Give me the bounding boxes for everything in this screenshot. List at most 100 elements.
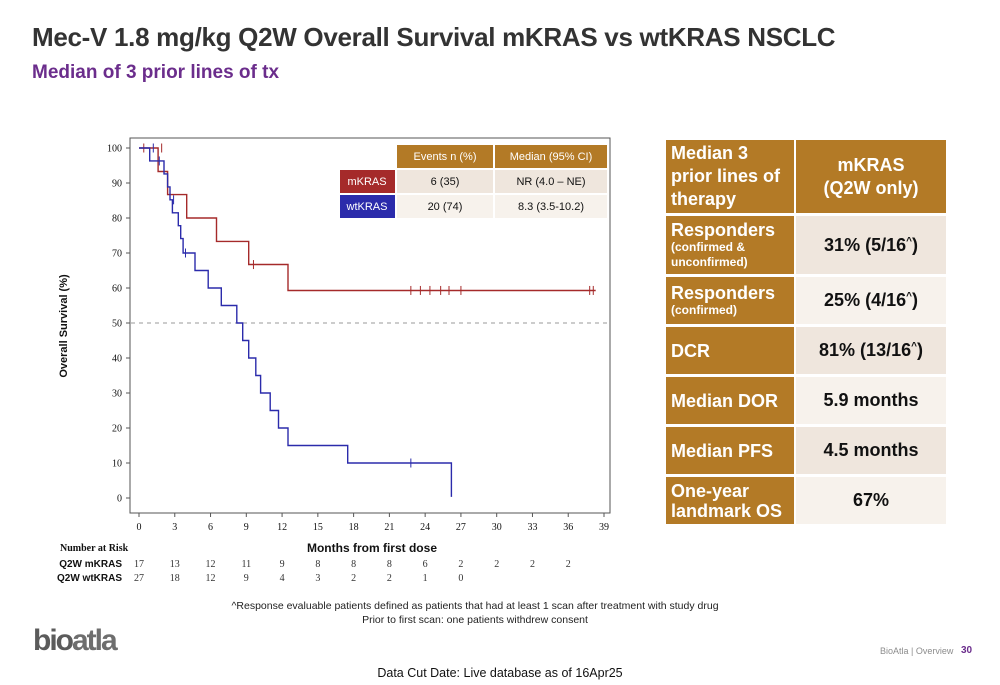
response-row-label: DCR — [666, 327, 794, 375]
risk-value: 11 — [241, 559, 251, 570]
risk-value: 2 — [566, 559, 571, 570]
risk-value: 4 — [280, 573, 285, 584]
response-row-value: 81% (13/16^) — [794, 327, 946, 375]
risk-value: 2 — [458, 559, 463, 570]
risk-value: 13 — [170, 559, 180, 570]
response-value-mark: ^ — [911, 341, 917, 352]
response-header-value: mKRAS (Q2W only) — [794, 140, 946, 214]
response-row-sublabel: (confirmed & unconfirmed) — [671, 240, 748, 269]
risk-value: 17 — [134, 559, 144, 570]
summary-header-events: Events n (%) — [414, 151, 477, 163]
response-row: Median DOR 5.9 months — [666, 377, 946, 425]
y-tick-label: 60 — [112, 284, 122, 295]
summary-group-mkras-cell — [340, 170, 395, 193]
y-tick-label: 40 — [112, 354, 122, 365]
summary-events-mkras: 6 (35) — [431, 176, 460, 188]
y-tick-label: 70 — [112, 249, 122, 260]
plot-frame — [129, 137, 611, 514]
summary-events-wtkras: 20 (74) — [428, 201, 463, 213]
response-row-label: One-year landmark OS — [666, 477, 794, 525]
response-row: Responders (confirmed & unconfirmed) 31%… — [666, 216, 946, 275]
x-tick-label: 3 — [172, 522, 177, 533]
response-row-value: 67% — [794, 477, 946, 525]
risk-row-label-wtkras: Q2W wtKRAS — [57, 573, 122, 584]
risk-table-title: Number at Risk — [60, 543, 129, 554]
response-row-value: 5.9 months — [794, 377, 946, 425]
x-tick-label: 24 — [420, 522, 430, 533]
plot-border — [129, 137, 611, 514]
response-row: Median PFS 4.5 months — [666, 427, 946, 475]
response-value-close: ) — [911, 234, 918, 255]
response-row-label: Responders (confirmed & unconfirmed) — [666, 216, 794, 275]
response-row-label: Median DOR — [666, 377, 794, 425]
risk-table: Number at Risk Q2W mKRAS Q2W wtKRAS 17 13… — [57, 543, 571, 584]
response-value-text: 81% (13/16 — [819, 340, 912, 360]
response-row-title: DCR — [671, 340, 710, 361]
x-tick-label: 36 — [563, 522, 573, 533]
response-value-close: ) — [911, 290, 918, 310]
response-row: Responders (confirmed) 25% (4/16^) — [666, 277, 946, 325]
summary-median-mkras-cell — [495, 170, 607, 193]
x-tick-label: 21 — [384, 522, 394, 533]
risk-value: 9 — [244, 573, 249, 584]
summary-events-mkras-cell — [397, 170, 493, 193]
response-value-text: 67% — [852, 490, 890, 510]
response-value-text: 4.5 months — [823, 440, 919, 460]
response-table-header: Median 3 prior lines of therapy mKRAS (Q… — [666, 140, 946, 214]
y-axis: 0 10 20 30 40 50 60 70 80 90 100 — [107, 144, 130, 505]
response-value-mark: ^ — [906, 235, 912, 247]
response-row: One-year landmark OS 67% — [666, 477, 946, 525]
page-subtitle: Median of 3 prior lines of tx — [32, 62, 280, 83]
risk-value: 2 — [351, 573, 356, 584]
response-row-title: One-year landmark OS — [671, 480, 783, 521]
risk-value: 2 — [530, 559, 535, 570]
response-row-title: Median PFS — [671, 440, 774, 461]
summary-median-wtkras-cell — [495, 195, 607, 218]
risk-value: 0 — [458, 573, 463, 584]
response-row-label: Responders (confirmed) — [666, 277, 794, 325]
summary-header-cell-median — [495, 145, 607, 168]
logo-text-atla: atla — [72, 624, 118, 657]
summary-group-mkras: mKRAS — [347, 176, 386, 188]
summary-events-wtkras-cell — [397, 195, 493, 218]
summary-median-mkras: NR (4.0 – NE) — [516, 176, 585, 188]
response-row-title: Responders — [671, 283, 776, 303]
risk-value: 2 — [494, 559, 499, 570]
x-tick-label: 33 — [527, 522, 537, 533]
response-row-label: Median PFS — [666, 427, 794, 475]
risk-value: 9 — [280, 559, 285, 570]
y-tick-label: 30 — [112, 389, 122, 400]
km-curve-mkras — [139, 147, 596, 292]
page-number: 30 — [961, 645, 973, 656]
risk-value: 12 — [206, 559, 216, 570]
x-tick-label: 39 — [599, 522, 609, 533]
x-tick-label: 0 — [137, 522, 142, 533]
risk-value: 8 — [351, 559, 356, 570]
risk-values: 17 13 12 11 9 8 8 8 6 2 2 2 2 27 18 12 9 4 3 2 2 1 0 — [134, 559, 571, 584]
summary-header-cell-events — [397, 145, 493, 168]
x-tick-label: 30 — [492, 522, 502, 533]
response-row-value: 25% (4/16^) — [794, 277, 946, 325]
risk-row-label-mkras: Q2W mKRAS — [59, 559, 122, 570]
summary-group-wtkras-cell — [340, 195, 395, 218]
response-row-value: 4.5 months — [794, 427, 946, 475]
x-tick-label: 12 — [277, 522, 287, 533]
response-value-close: ) — [916, 340, 923, 360]
x-axis: 0 3 6 9 12 15 18 21 24 27 30 33 36 39 — [137, 513, 609, 533]
y-tick-label: 0 — [117, 494, 122, 505]
y-tick-label: 20 — [112, 424, 122, 435]
y-tick-label: 90 — [112, 179, 122, 190]
response-header-label: Median 3 prior lines of therapy — [666, 140, 794, 214]
series-layer — [139, 143, 596, 497]
y-tick-label: 10 — [112, 459, 122, 470]
response-value-text: 5.9 months — [823, 390, 919, 410]
response-row: DCR 81% (13/16^) — [666, 327, 946, 375]
x-axis-label: Months from first dose — [307, 541, 437, 555]
y-tick-label: 50 — [112, 319, 122, 330]
risk-value: 6 — [423, 559, 428, 570]
page-title: Mec-V 1.8 mg/kg Q2W Overall Survival mKR… — [32, 22, 836, 52]
km-curve-wtkras — [139, 147, 453, 497]
summary-group-wtkras: wtKRAS — [346, 201, 388, 213]
response-header-line2: (Q2W only) — [823, 177, 919, 198]
risk-value: 2 — [387, 573, 392, 584]
